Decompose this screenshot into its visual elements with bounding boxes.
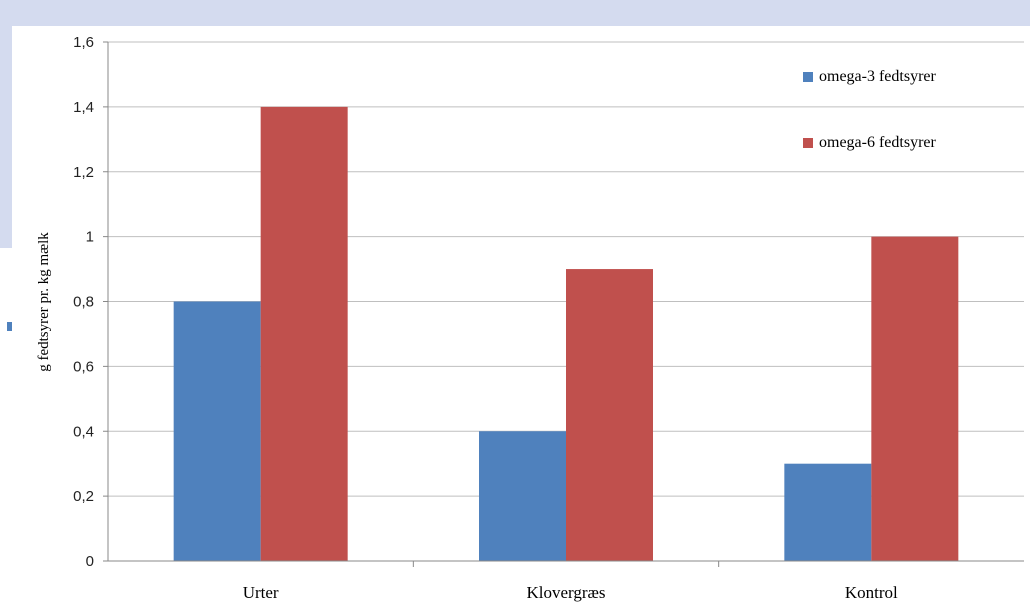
- category-label: Klovergræs: [526, 583, 605, 602]
- bar-omega-6: [260, 106, 348, 561]
- legend-swatch: [803, 138, 813, 148]
- bar-omega-6: [566, 269, 653, 561]
- y-tick-label: 0,8: [73, 294, 94, 311]
- bars: [173, 106, 959, 561]
- category-label: Urter: [243, 583, 279, 602]
- bar-omega-3: [784, 463, 872, 561]
- bar-omega-3: [479, 431, 566, 561]
- y-tick-label: 1,6: [73, 34, 94, 51]
- y-tick-label: 0,6: [73, 358, 94, 375]
- y-tick-label: 1,4: [73, 99, 94, 116]
- category-labels: Urter Klovergræs Kontrol: [243, 583, 898, 602]
- bar-omega-6: [871, 236, 959, 561]
- legend-label: omega-3 fedtsyrer: [819, 68, 937, 85]
- side-marker: [7, 322, 12, 331]
- y-tick-label: 0,4: [73, 423, 94, 440]
- y-tick-label: 0,2: [73, 488, 94, 505]
- y-tick-labels: 0 0,2 0,4 0,6 0,8 1 1,2 1,4 1,6: [73, 34, 94, 570]
- axes: [107, 42, 1024, 567]
- y-tick-label: 1: [86, 229, 94, 246]
- y-axis-label: g fedtsyrer pr. kg mælk: [36, 232, 52, 372]
- frame-left-band: [0, 0, 12, 248]
- legend-label: omega-6 fedtsyrer: [819, 134, 937, 151]
- bar-omega-3: [173, 301, 261, 561]
- legend: omega-3 fedtsyrer omega-6 fedtsyrer: [803, 68, 937, 151]
- frame-top-band: [0, 0, 1030, 26]
- y-tick-label: 0: [86, 553, 94, 570]
- category-label: Kontrol: [845, 583, 898, 602]
- legend-swatch: [803, 72, 813, 82]
- y-tick-label: 1,2: [73, 164, 94, 181]
